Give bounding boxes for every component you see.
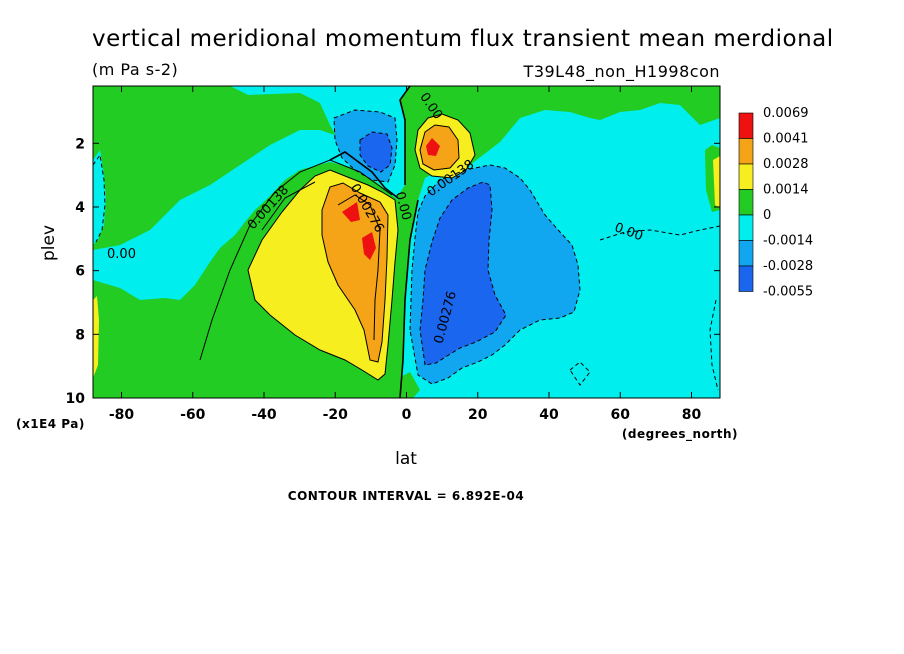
legend-label: -0.0055 xyxy=(763,285,813,300)
legend-label: 0.0014 xyxy=(763,183,809,198)
y-tick-label: 2 xyxy=(75,136,85,152)
legend-label: 0 xyxy=(763,208,771,223)
contour-value-label: 0.00 xyxy=(392,190,414,222)
legend-label: -0.0014 xyxy=(763,234,813,249)
x-axis: -80 -60 -40 -20 0 20 40 60 80 xyxy=(109,86,702,423)
legend-swatch xyxy=(738,214,754,241)
x-tick-label: 60 xyxy=(611,407,631,423)
negative-region-dark xyxy=(360,132,506,365)
x-tick-label: -80 xyxy=(109,407,135,423)
legend-swatch xyxy=(738,265,754,292)
contour-lines xyxy=(199,113,476,381)
y-tick-label: 4 xyxy=(75,200,85,216)
legend-swatch xyxy=(738,112,754,139)
plot-area xyxy=(93,86,720,398)
y-axis-label: plev xyxy=(39,225,59,261)
x-axis-label: lat xyxy=(395,449,417,469)
legend-swatch xyxy=(738,163,754,190)
contour-value-label: 0.00 xyxy=(107,247,136,262)
units-label: (m Pa s-2) xyxy=(92,60,178,79)
legend-label: 0.0028 xyxy=(763,157,809,172)
zero-contour xyxy=(329,86,419,398)
y-axis: 2 4 6 8 10 xyxy=(66,136,720,407)
chart-title: vertical meridional momentum flux transi… xyxy=(92,26,834,52)
color-legend: 0.0069 0.0041 0.0028 0.0014 0 -0.0014 -0.0028 -… xyxy=(738,106,813,300)
legend-label: -0.0028 xyxy=(763,259,813,274)
x-tick-label: 40 xyxy=(539,407,559,423)
run-label: T39L48_non_H1998con xyxy=(523,62,720,82)
y-units-label: (x1E4 Pa) xyxy=(16,417,85,431)
x-units-label: (degrees_north) xyxy=(622,427,738,442)
legend-label: 0.0041 xyxy=(763,132,809,147)
contour-lines-negative xyxy=(93,109,720,391)
positive-region-red xyxy=(342,138,440,260)
x-tick-label: 20 xyxy=(468,407,488,423)
contour-interval-note: CONTOUR INTERVAL = 6.892E-04 xyxy=(288,489,524,503)
x-tick-label: -60 xyxy=(180,407,206,423)
x-tick-label: -40 xyxy=(251,407,277,423)
legend-swatch xyxy=(738,138,754,165)
positive-region-orange xyxy=(322,125,459,362)
y-tick-label: 8 xyxy=(75,327,85,343)
x-tick-label: 80 xyxy=(682,407,702,423)
legend-swatch xyxy=(738,240,754,267)
x-tick-label: 0 xyxy=(402,407,412,423)
x-tick-label: -20 xyxy=(323,407,349,423)
y-tick-label: 6 xyxy=(75,264,85,280)
legend-label: 0.0069 xyxy=(763,106,809,121)
legend-swatch xyxy=(738,189,754,216)
y-tick-label: 10 xyxy=(66,391,86,407)
